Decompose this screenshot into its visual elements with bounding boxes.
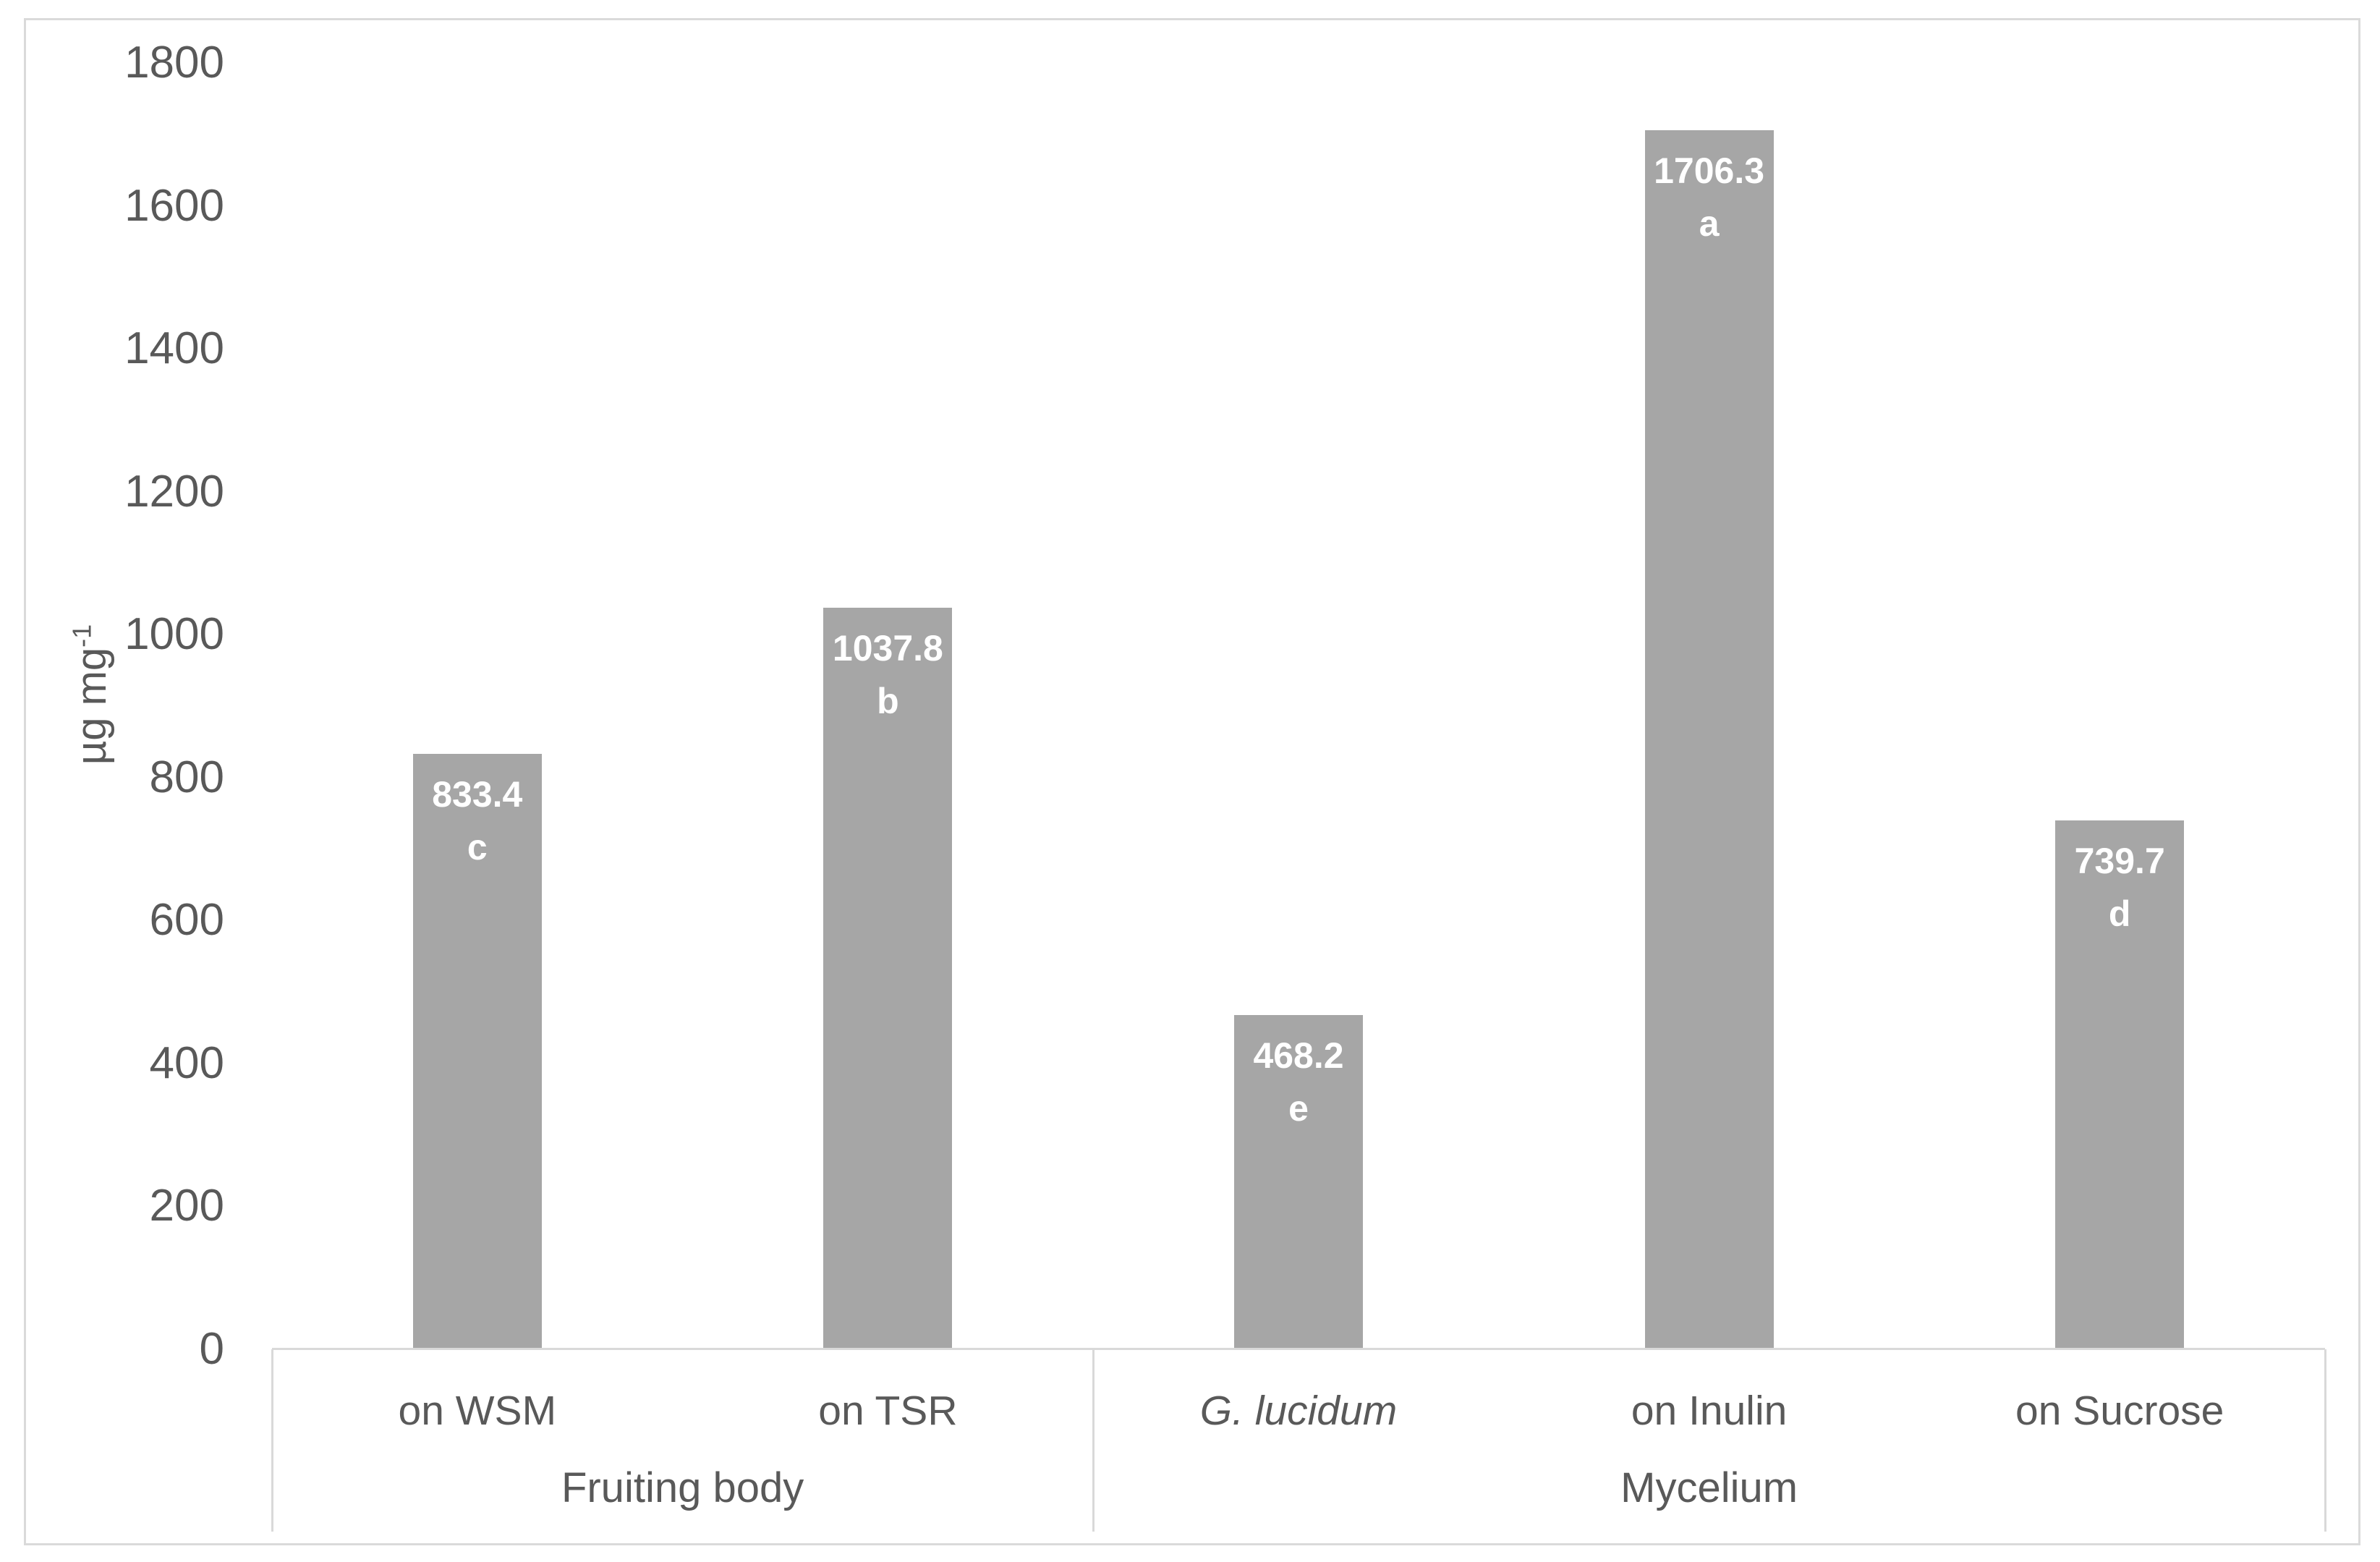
y-tick-label-200: 200 <box>149 1181 224 1231</box>
bar-significance-letter: a <box>1699 203 1720 244</box>
category-table-right-border <box>2324 1349 2326 1532</box>
bar-value: 468.2 <box>1253 1035 1344 1076</box>
bar-on-wsm: 833.4 c <box>412 753 542 1349</box>
bar-value: 833.4 <box>432 773 523 815</box>
y-tick-label-1800: 1800 <box>124 38 224 88</box>
bar-significance-letter: b <box>877 680 899 721</box>
y-tick-label-0: 0 <box>199 1324 224 1374</box>
x-axis-line <box>272 1348 2325 1350</box>
y-tick-label-600: 600 <box>149 895 224 946</box>
bar-data-label: 833.4 c <box>413 754 542 874</box>
y-tick-label-1200: 1200 <box>124 466 224 517</box>
category-table-left-border <box>271 1349 273 1532</box>
category-label-on-sucrose: on Sucrose <box>2015 1388 2224 1434</box>
y-tick-label-400: 400 <box>149 1037 224 1088</box>
y-axis-title: µg mg-1 <box>63 477 121 912</box>
bar-on-sucrose: 739.7 d <box>2055 820 2185 1349</box>
bar-on-inulin: 1706.3 a <box>1644 130 1774 1349</box>
category-label-g-lucidum: G. lucidum <box>1199 1388 1398 1434</box>
group-label-fruiting-body: Fruiting body <box>561 1464 804 1511</box>
y-tick-label-1400: 1400 <box>124 323 224 374</box>
bar-g-lucidum: 468.2 e <box>1234 1014 1363 1349</box>
bar-data-label: 1037.8 b <box>823 608 952 728</box>
category-label-on-inulin: on Inulin <box>1631 1388 1788 1434</box>
bar-value: 1706.3 <box>1654 150 1765 191</box>
y-axis-title-unit: µg mg <box>68 647 115 765</box>
bar-value: 739.7 <box>2074 841 2165 882</box>
chart-frame <box>24 18 2360 1545</box>
bar-data-label: 468.2 e <box>1234 1015 1363 1135</box>
bar-significance-letter: d <box>2108 894 2131 935</box>
category-label-on-wsm: on WSM <box>398 1388 557 1434</box>
bar-significance-letter: e <box>1288 1087 1309 1129</box>
y-tick-label-1600: 1600 <box>124 180 224 231</box>
y-tick-label-800: 800 <box>149 752 224 802</box>
bar-significance-letter: c <box>467 826 488 867</box>
bar-data-label: 1706.3 a <box>1645 130 1774 250</box>
y-tick-label-1000: 1000 <box>124 609 224 660</box>
category-label-on-tsr: on TSR <box>818 1388 958 1434</box>
group-label-mycelium: Mycelium <box>1620 1464 1798 1511</box>
bar-data-label: 739.7 d <box>2055 820 2184 941</box>
bar-value: 1037.8 <box>832 627 943 668</box>
bar-on-tsr: 1037.8 b <box>823 607 953 1349</box>
group-divider-line <box>1092 1349 1095 1532</box>
